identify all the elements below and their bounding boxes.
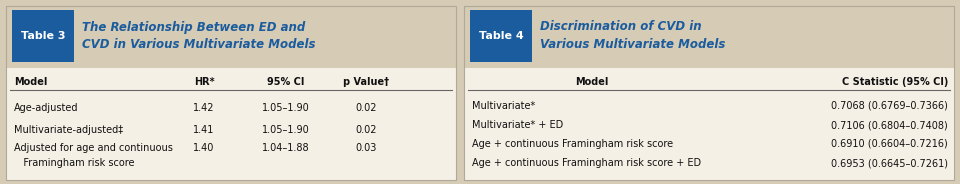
Bar [464, 68, 954, 180]
Text: 1.04–1.88: 1.04–1.88 [262, 143, 310, 153]
Text: Multivariate* + ED: Multivariate* + ED [472, 120, 564, 130]
Text: 1.41: 1.41 [193, 125, 215, 135]
Text: Multivariate*: Multivariate* [472, 101, 536, 111]
Text: Table 4: Table 4 [479, 31, 523, 41]
Text: 0.7106 (0.6804–0.7408): 0.7106 (0.6804–0.7408) [831, 120, 948, 130]
Text: Age-adjusted: Age-adjusted [14, 103, 79, 113]
Text: 1.05–1.90: 1.05–1.90 [262, 103, 310, 113]
Bar [470, 10, 532, 62]
Text: Age + continuous Framingham risk score + ED: Age + continuous Framingham risk score +… [472, 158, 701, 168]
Text: p Value†: p Value† [343, 77, 389, 87]
Text: HR*: HR* [194, 77, 214, 87]
Text: The Relationship Between ED and: The Relationship Between ED and [82, 20, 305, 33]
Text: 0.6910 (0.6604–0.7216): 0.6910 (0.6604–0.7216) [831, 139, 948, 149]
Text: 0.6953 (0.6645–0.7261): 0.6953 (0.6645–0.7261) [831, 158, 948, 168]
Text: Age + continuous Framingham risk score: Age + continuous Framingham risk score [472, 139, 673, 149]
Text: C Statistic (95% CI): C Statistic (95% CI) [842, 77, 948, 87]
Bar [6, 6, 456, 68]
Text: 1.05–1.90: 1.05–1.90 [262, 125, 310, 135]
Text: 0.02: 0.02 [355, 125, 376, 135]
Text: Discrimination of CVD in: Discrimination of CVD in [540, 20, 702, 33]
Text: 0.02: 0.02 [355, 103, 376, 113]
Text: 95% CI: 95% CI [267, 77, 304, 87]
Text: Framingham risk score: Framingham risk score [14, 158, 134, 168]
Text: Adjusted for age and continuous: Adjusted for age and continuous [14, 143, 173, 153]
Text: Model: Model [575, 77, 609, 87]
Bar [6, 68, 456, 180]
Text: 1.40: 1.40 [193, 143, 215, 153]
Text: Model: Model [14, 77, 47, 87]
Bar [464, 6, 954, 68]
Bar [12, 10, 74, 62]
Text: CVD in Various Multivariate Models: CVD in Various Multivariate Models [82, 38, 316, 52]
Text: 0.7068 (0.6769–0.7366): 0.7068 (0.6769–0.7366) [831, 101, 948, 111]
Text: Multivariate-adjusted‡: Multivariate-adjusted‡ [14, 125, 123, 135]
Text: 1.42: 1.42 [193, 103, 215, 113]
Text: Various Multivariate Models: Various Multivariate Models [540, 38, 726, 52]
Bar [6, 6, 456, 180]
Text: Table 3: Table 3 [21, 31, 65, 41]
Text: 0.03: 0.03 [355, 143, 376, 153]
Bar [464, 6, 954, 180]
